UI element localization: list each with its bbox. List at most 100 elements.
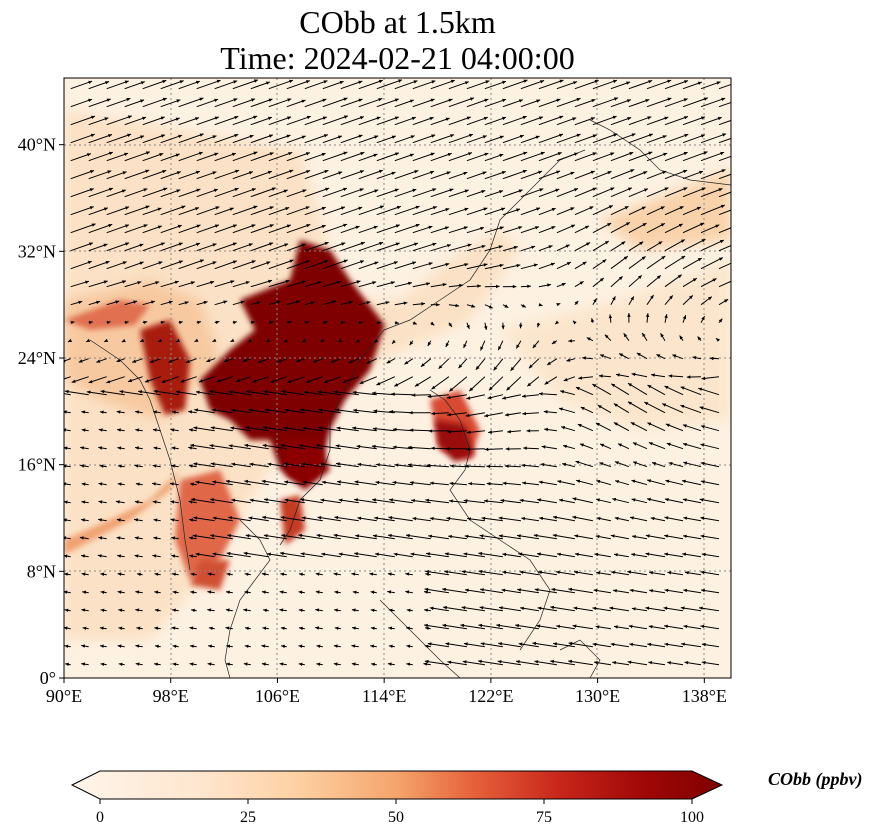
wind-vector-head: [48, 390, 52, 394]
wind-vector: [502, 115, 527, 126]
wind-vector-head: [374, 338, 379, 343]
wind-vector-head: [207, 590, 212, 594]
wind-vector-head: [316, 533, 321, 538]
wind-vector-head: [372, 281, 377, 285]
wind-vector-head: [300, 408, 304, 412]
wind-vector-head: [334, 608, 338, 612]
wind-vector: [520, 80, 545, 90]
wind-vector-head: [370, 644, 374, 648]
map-title-line1: CObb at 1.5km: [299, 4, 496, 40]
wind-vector-head: [522, 115, 527, 120]
wind-vector-head: [344, 115, 348, 119]
wind-vector-head: [226, 551, 231, 556]
wind-vector-head: [134, 500, 139, 504]
wind-vector-head: [541, 445, 546, 449]
wind-vector-head: [117, 428, 121, 432]
wind-vector: [64, 537, 71, 540]
wind-vector-head: [245, 426, 250, 430]
wind-vector-head: [661, 256, 666, 260]
wind-vector-head: [553, 642, 557, 646]
wind-vector: [106, 115, 132, 126]
wind-vector-head: [576, 97, 581, 102]
wind-vector-head: [486, 482, 491, 486]
wind-vector-head: [596, 498, 600, 502]
wind-vector: [407, 446, 431, 450]
wind-vector-head: [289, 79, 293, 83]
wind-vector: [592, 115, 617, 126]
wind-vector-head: [115, 300, 120, 304]
wind-vector: [628, 116, 652, 126]
wind-vector: [461, 570, 485, 576]
wind-vector-head: [477, 284, 481, 288]
wind-vector: [196, 152, 219, 162]
wind-vector-head: [627, 117, 632, 121]
wind-vector-head: [263, 608, 267, 613]
wind-vector: [680, 404, 702, 414]
wind-vector-head: [701, 588, 705, 593]
wind-vector-head: [372, 391, 376, 395]
wind-vector-head: [357, 516, 362, 521]
wind-vector: [515, 660, 539, 666]
wind-vector-head: [269, 224, 274, 228]
wind-vector-head: [334, 515, 339, 520]
wind-vector-head: [287, 320, 292, 325]
wind-vector-head: [303, 390, 308, 395]
wind-vector-head: [664, 624, 668, 629]
wind-vector-head: [420, 363, 425, 367]
wind-vector: [88, 170, 112, 180]
wind-vector-head: [214, 116, 219, 120]
wind-vector-head: [234, 134, 239, 138]
wind-vector-head: [703, 97, 708, 101]
wind-vector-head: [140, 338, 145, 342]
wind-vector-head: [485, 80, 490, 84]
wind-vector: [394, 80, 418, 90]
wind-vector-head: [100, 389, 105, 394]
wind-vector-head: [269, 206, 274, 210]
wind-vector-head: [320, 498, 325, 502]
wind-vector-head: [104, 338, 109, 342]
wind-vector-head: [320, 462, 325, 466]
wind-vector: [718, 83, 731, 90]
wind-vector-head: [352, 590, 357, 594]
wind-vector-head: [699, 498, 704, 502]
wind-vector: [64, 390, 89, 396]
wind-vector: [461, 606, 485, 612]
wind-vector: [592, 205, 614, 216]
wind-vector: [412, 206, 438, 216]
wind-vector: [214, 169, 240, 180]
wind-vector-head: [431, 80, 436, 84]
wind-vector: [484, 116, 507, 126]
wind-vector-head: [145, 151, 150, 155]
wind-vector-head: [430, 446, 435, 450]
wind-vector-head: [553, 515, 557, 520]
wind-vector-head: [341, 320, 345, 325]
wind-vector-head: [81, 410, 86, 414]
wind-vector: [644, 401, 666, 414]
wind-vector-head: [515, 623, 520, 628]
wind-vector-head: [533, 263, 538, 267]
wind-vector-head: [614, 97, 618, 101]
wind-vector-head: [355, 534, 360, 538]
wind-vector: [178, 207, 200, 216]
wind-vector-head: [455, 303, 460, 308]
wind-vector-head: [537, 498, 541, 502]
wind-vector: [268, 169, 294, 180]
lat-tick-label: 24°N: [18, 348, 56, 368]
wind-vector-head: [190, 644, 194, 648]
wind-vector: [682, 116, 706, 126]
wind-vector-head: [338, 552, 343, 556]
wind-vector-head: [91, 223, 96, 227]
wind-vector: [232, 115, 258, 126]
wind-vector: [322, 115, 349, 126]
wind-vector-head: [163, 187, 168, 191]
wind-vector: [358, 79, 383, 90]
wind-vector-head: [684, 116, 688, 120]
wind-vector-head: [538, 170, 543, 174]
wind-vector-head: [590, 170, 595, 174]
wind-vector-head: [253, 151, 258, 155]
wind-vector: [628, 151, 653, 162]
wind-vector-head: [371, 662, 375, 667]
wind-vector-head: [289, 259, 294, 263]
wind-vector-head: [516, 344, 520, 349]
wind-vector-head: [498, 534, 503, 538]
